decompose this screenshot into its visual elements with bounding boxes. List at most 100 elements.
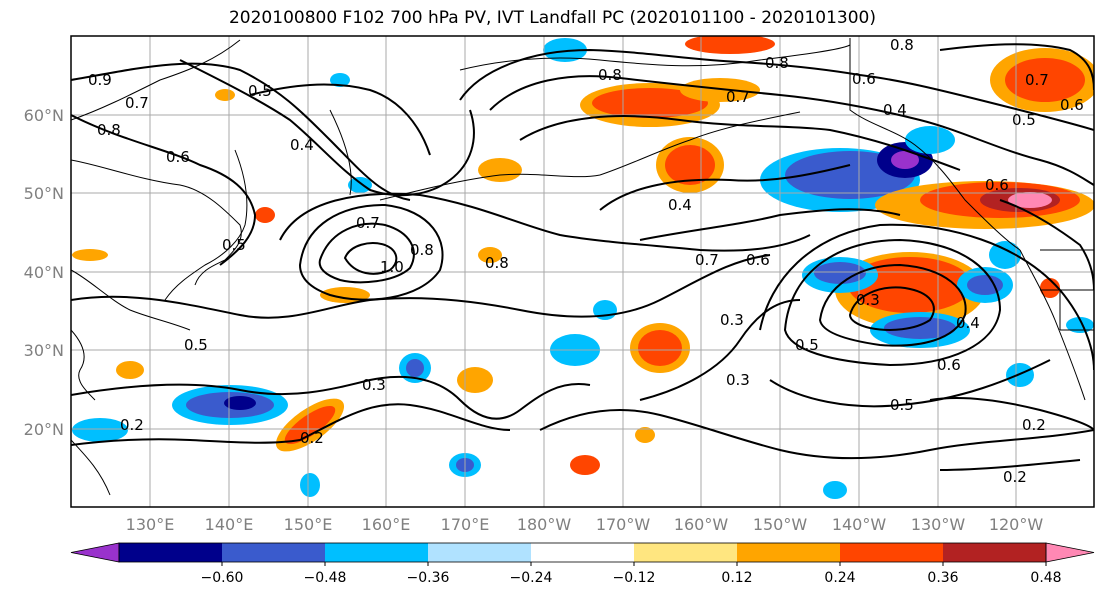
coastline-canada [849, 38, 1021, 251]
colorbar-segment [531, 543, 635, 562]
shade-negative [814, 262, 866, 284]
contour-line [279, 192, 811, 252]
contour-label: 0.3 [856, 291, 880, 309]
coastline-japan [164, 149, 248, 301]
contour-label: 0.4 [668, 196, 692, 214]
coastline-us-west [1019, 249, 1086, 401]
border-states [1040, 289, 1094, 331]
shade-negative [543, 38, 587, 62]
colorbar-segment [840, 543, 944, 562]
contour-line [539, 409, 1094, 460]
colorbar-tick-label: 0.48 [1030, 570, 1061, 586]
colorbar-tick-label: 0.24 [824, 570, 855, 586]
lon-label: 140°E [205, 515, 254, 534]
contour-line [249, 83, 431, 156]
pv-contours [71, 43, 1094, 471]
colorbar-tick-label: −0.24 [510, 570, 553, 586]
contour-label: 0.7 [1025, 71, 1049, 89]
contour-label: 0.5 [222, 236, 246, 254]
shade-positive [116, 361, 144, 379]
contour-line [639, 299, 801, 401]
contour-label: 0.7 [356, 214, 380, 232]
shade-negative [989, 241, 1021, 269]
contour-label: 0.2 [300, 429, 324, 447]
contour-line [999, 199, 1094, 291]
coastline-asia [71, 159, 242, 286]
contour-label: 1.0 [380, 258, 404, 276]
contour-label: 0.2 [120, 416, 144, 434]
colorbar-frame [118, 542, 1047, 563]
contour-line [599, 164, 851, 211]
contour-label: 0.8 [765, 54, 789, 72]
contour-line [71, 403, 511, 446]
contour-line [179, 59, 475, 197]
lon-label: 170°W [596, 515, 651, 534]
colorbar-segment [428, 543, 532, 562]
lon-label: 130°E [126, 515, 175, 534]
lat-label: 20°N [24, 420, 64, 439]
contour-label: 0.7 [726, 88, 750, 106]
shade-negative [905, 126, 955, 154]
shade-negative [300, 473, 320, 497]
lon-label: 180°W [517, 515, 572, 534]
shade-negative [823, 481, 847, 499]
contour-label: 0.6 [852, 70, 876, 88]
lat-label: 50°N [24, 184, 64, 203]
colorbar-segment [943, 543, 1047, 562]
shade-negative [348, 177, 372, 193]
contour-line [939, 459, 1081, 471]
contour-line [459, 48, 1094, 131]
shade-negative [1066, 317, 1094, 333]
contour-line [848, 286, 935, 331]
contour-line [769, 359, 1051, 408]
longitude-labels: 130°E 140°E 150°E 160°E 170°E 180°W 170°… [126, 515, 1044, 534]
lon-label: 150°E [284, 515, 333, 534]
shade-positive [635, 427, 655, 443]
contour-label: 0.5 [248, 82, 272, 100]
contour-line [298, 203, 444, 301]
contour-label: 0.4 [883, 101, 907, 119]
lon-label: 160°E [362, 515, 411, 534]
shade-positive [1005, 58, 1085, 102]
contour-label: 0.3 [362, 376, 386, 394]
coastline-asia [71, 39, 241, 121]
contour-line [71, 375, 591, 420]
contour-label: 0.8 [598, 66, 622, 84]
colorbar-segment [737, 543, 841, 562]
shade-negative [406, 359, 424, 377]
contour-label: 0.5 [890, 396, 914, 414]
coastlines [71, 38, 1094, 496]
contour-label: 0.5 [184, 336, 208, 354]
shade-positive [215, 89, 235, 101]
colorbar-extend-high [1045, 542, 1095, 563]
map-title: 2020100800 F102 700 hPa PV, IVT Landfall… [228, 8, 876, 28]
contour-label: 0.8 [410, 241, 434, 259]
colorbar-tick-label: 0.36 [927, 570, 958, 586]
shade-positive [848, 257, 972, 313]
contour-label: 0.7 [695, 251, 719, 269]
lat-label: 60°N [24, 106, 64, 125]
contour-line [818, 263, 967, 347]
colorbar-segments [70, 542, 1095, 563]
contour-label: 0.2 [1003, 468, 1027, 486]
contour-label: 0.4 [290, 136, 314, 154]
contour-line [929, 397, 1094, 431]
shade-negative [891, 151, 919, 169]
contour-label: 0.6 [166, 148, 190, 166]
contour-label: 0.8 [485, 254, 509, 272]
coastline-china [71, 269, 191, 331]
contour-line [783, 238, 1002, 367]
colorbar-tick-label: −0.36 [407, 570, 450, 586]
colorbar-tick-label: 0.12 [721, 570, 752, 586]
colorbar-extend-low [70, 542, 120, 563]
contour-label: 0.3 [720, 311, 744, 329]
lon-label: 150°W [753, 515, 808, 534]
contour-line [759, 223, 1094, 371]
contour-label: 0.8 [890, 36, 914, 54]
contour-label: 0.8 [97, 121, 121, 139]
latitude-labels: 20°N 30°N 40°N 50°N 60°N [24, 106, 64, 439]
contour-line [71, 62, 411, 201]
colorbar-tick-label: −0.12 [613, 570, 656, 586]
contour-label: 0.6 [985, 176, 1009, 194]
